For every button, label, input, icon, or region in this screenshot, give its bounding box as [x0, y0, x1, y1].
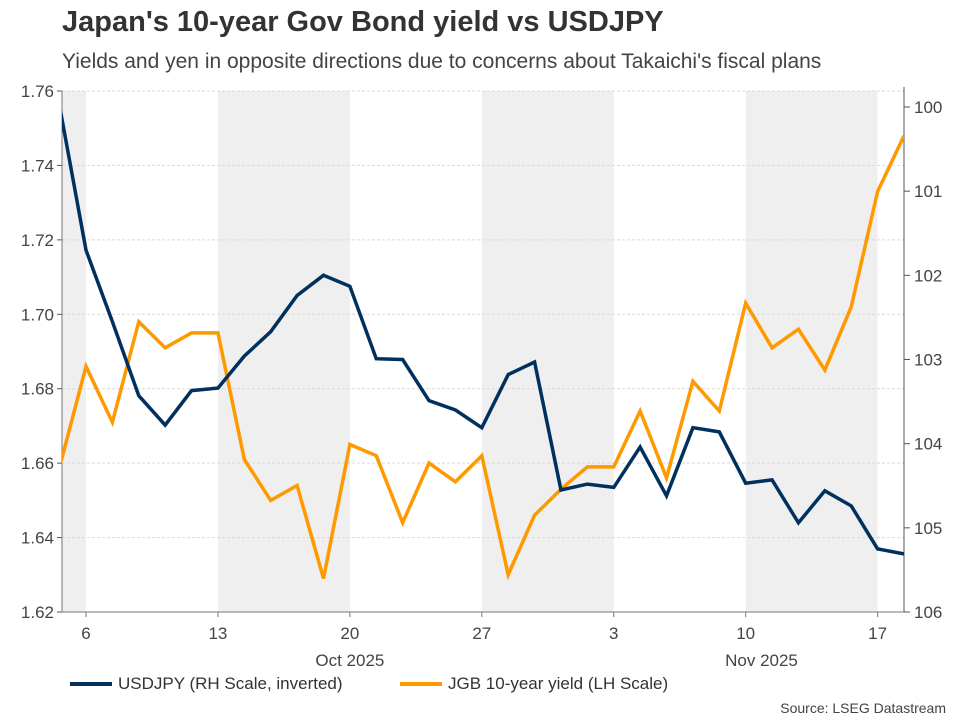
legend-item-usdjpy: USDJPY (RH Scale, inverted)	[70, 674, 343, 694]
left-axis-tick-label: 1.70	[21, 305, 54, 324]
left-axis-tick-label: 1.74	[21, 156, 54, 175]
x-axis-tick-label: 27	[472, 624, 491, 643]
left-axis-tick-label: 1.64	[21, 529, 54, 548]
source-note: Source: LSEG Datastream	[780, 700, 946, 716]
right-axis-tick-label: 104	[914, 435, 942, 454]
left-axis-tick-label: 1.76	[21, 82, 54, 101]
jgb-yield-line	[62, 134, 904, 581]
shaded-week-band	[62, 91, 86, 612]
chart-subtitle: Yields and yen in opposite directions du…	[62, 50, 822, 73]
left-axis-tick-label: 1.72	[21, 231, 54, 250]
x-axis-tick-label: 20	[340, 624, 359, 643]
x-axis-tick-label: 6	[81, 624, 90, 643]
legend-item-jgb: JGB 10-year yield (LH Scale)	[400, 674, 668, 694]
left-axis-tick-label: 1.62	[21, 603, 54, 622]
x-axis-tick-label: 17	[868, 624, 887, 643]
right-axis-tick-label: 106	[914, 603, 942, 622]
right-axis-tick-label: 105	[914, 519, 942, 538]
legend-swatch-jgb	[400, 682, 442, 686]
shaded-week-band	[217, 91, 350, 612]
right-axis-tick-label: 102	[914, 266, 942, 285]
right-axis-tick-label: 103	[914, 350, 942, 369]
x-axis-month-label: Nov 2025	[725, 651, 798, 670]
left-axis-tick-label: 1.68	[21, 380, 54, 399]
right-axis-tick-label: 100	[914, 98, 942, 117]
x-axis-tick-label: 10	[736, 624, 755, 643]
x-axis-tick-label: 13	[208, 624, 227, 643]
left-axis-tick-label: 1.66	[21, 454, 54, 473]
legend-swatch-usdjpy	[70, 682, 112, 686]
shaded-week-band	[481, 91, 614, 612]
legend-label-usdjpy: USDJPY (RH Scale, inverted)	[118, 674, 343, 693]
x-axis-tick-label: 3	[609, 624, 618, 643]
chart-title: Japan's 10-year Gov Bond yield vs USDJPY	[62, 6, 664, 38]
right-axis-tick-label: 101	[914, 182, 942, 201]
usdjpy-line	[62, 109, 904, 556]
legend-label-jgb: JGB 10-year yield (LH Scale)	[448, 674, 669, 693]
x-axis-month-label: Oct 2025	[315, 651, 384, 670]
